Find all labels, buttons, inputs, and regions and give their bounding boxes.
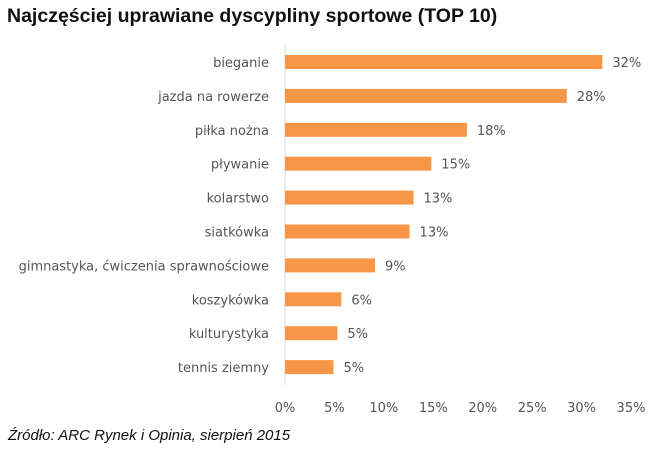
bar [285, 55, 603, 69]
x-tick-label: 5% [324, 401, 345, 416]
category-label: piłka nożna [195, 124, 269, 139]
category-label: pływanie [211, 158, 269, 173]
x-tick-label: 35% [617, 401, 646, 416]
data-label: 15% [441, 158, 470, 173]
data-label: 9% [385, 259, 406, 274]
bar [285, 190, 414, 205]
bar [285, 360, 334, 375]
bar [285, 88, 567, 103]
bar [285, 292, 342, 307]
data-label: 5% [343, 361, 364, 376]
x-tick-label: 0% [275, 401, 296, 416]
data-label: 5% [347, 327, 368, 342]
data-label: 13% [424, 192, 453, 207]
category-label: siatkówka [205, 226, 269, 241]
category-label: tennis ziemny [178, 361, 269, 376]
category-label: koszykówka [192, 293, 269, 308]
category-label: jazda na rowerze [157, 90, 269, 105]
bar [285, 122, 467, 137]
source-note: Źródło: ARC Rynek i Opinia, sierpień 201… [8, 427, 291, 444]
bar [285, 258, 375, 273]
x-tick-label: 10% [369, 401, 398, 416]
data-label: 32% [612, 56, 641, 71]
data-label: 18% [477, 124, 506, 139]
category-label: bieganie [213, 56, 269, 71]
bar [285, 156, 432, 171]
x-tick-label: 30% [567, 401, 596, 416]
x-tick-label: 15% [419, 401, 448, 416]
category-label: gimnastyka, ćwiczenia sprawnościowe [19, 259, 269, 274]
data-label: 28% [577, 90, 606, 105]
category-label: kulturystyka [189, 327, 269, 342]
data-label: 6% [351, 293, 372, 308]
chart-title: Najczęściej uprawiane dyscypliny sportow… [7, 5, 498, 27]
bar [285, 326, 338, 341]
category-label: kolarstwo [207, 192, 269, 207]
x-tick-label: 20% [468, 401, 497, 416]
x-tick-label: 25% [518, 401, 547, 416]
data-label: 13% [420, 226, 449, 241]
bar [285, 224, 410, 239]
